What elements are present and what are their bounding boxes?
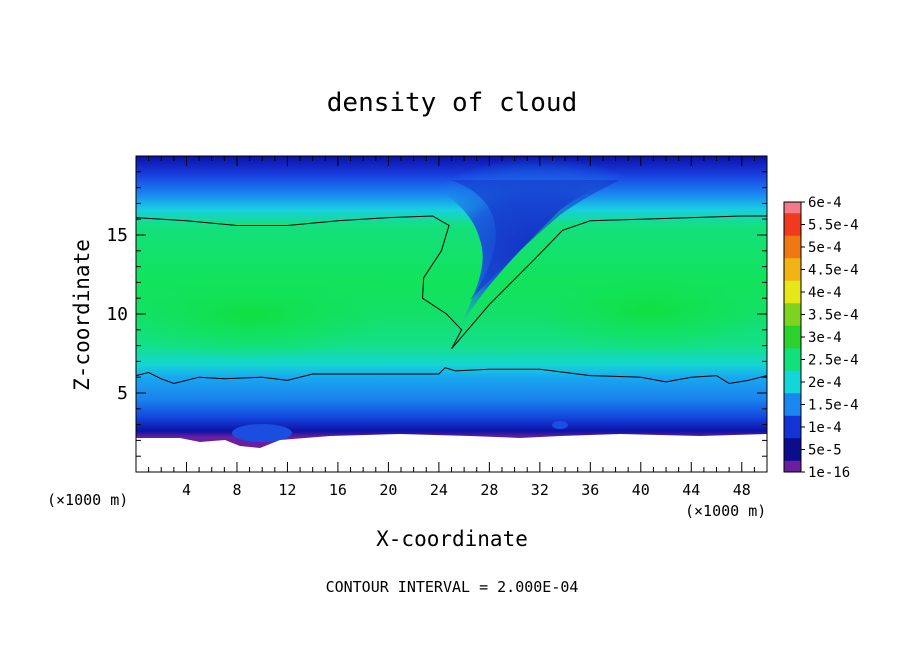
x-tick-label: 28 — [480, 481, 498, 499]
cloud-free-region — [136, 434, 767, 472]
contour-interval-note: CONTOUR INTERVAL = 2.000E-04 — [325, 578, 579, 596]
contour-line-lower — [136, 367, 767, 385]
colorbar-swatch-upper — [784, 359, 801, 371]
y-tick-label: 15 — [106, 225, 128, 246]
x-axis: 4 8 12 16 20 24 28 32 36 40 44 48 — [148, 156, 755, 499]
colorbar-swatch-upper — [784, 427, 801, 439]
x-tick-label: 8 — [232, 481, 241, 499]
x-tick-label: 12 — [278, 481, 296, 499]
colorbar-swatch-lower — [784, 393, 801, 405]
colorbar-swatch-upper — [784, 202, 801, 214]
colorbar: 1e-16 5e-5 1e-4 1.5e-4 2e-4 2.5e-4 3e-4 3.5e-4 4… — [783, 195, 859, 481]
colorbar-swatch-lower — [784, 348, 801, 360]
green-core-left — [136, 270, 390, 360]
contour-line — [136, 215, 767, 350]
colorbar-label: 3.5e-4 — [808, 308, 859, 324]
colorbar-label: 6e-4 — [808, 195, 842, 211]
x-tick-label: 32 — [531, 481, 549, 499]
x-tick-label: 16 — [329, 481, 347, 499]
colorbar-swatch-lower — [784, 370, 801, 382]
x-tick-label: 40 — [632, 481, 650, 499]
x-tick-label: 48 — [733, 481, 751, 499]
x-tick-label: 24 — [430, 481, 448, 499]
y-tick-label: 10 — [106, 304, 128, 325]
colorbar-swatch-upper — [784, 449, 801, 461]
colorbar-label: 1e-4 — [808, 420, 842, 436]
x-tick-label: 36 — [581, 481, 599, 499]
colorbar-swatch-lower — [784, 258, 801, 270]
colorbar-swatch-lower — [784, 415, 801, 427]
colorbar-swatch-upper — [784, 292, 801, 304]
colorbar-label: 4e-4 — [808, 285, 842, 301]
colorbar-label: 2.5e-4 — [808, 353, 859, 369]
x-unit-label-right: (×1000 m) — [685, 502, 767, 520]
colorbar-swatch-upper — [784, 224, 801, 236]
colorbar-swatch-lower — [784, 438, 801, 450]
colorbar-label: 5.5e-4 — [808, 218, 859, 234]
colorbar-swatch-upper — [784, 247, 801, 259]
x-unit-label-left: (×1000 m) — [47, 491, 129, 509]
colorbar-swatch-lower — [784, 280, 801, 292]
colorbar-swatch-upper — [784, 404, 801, 416]
x-tick-label: 44 — [682, 481, 700, 499]
y-axis: 5 10 15 — [106, 171, 767, 457]
colorbar-label: 2e-4 — [808, 375, 842, 391]
y-tick-label: 5 — [117, 383, 128, 404]
colorbar-label: 5e-4 — [808, 240, 842, 256]
colorbar-label: 1e-16 — [808, 465, 850, 481]
dry-plume — [400, 156, 680, 340]
colorbar-swatch-lower — [784, 460, 801, 472]
low-cloud-blob-small — [552, 421, 568, 429]
colorbar-swatch-lower — [784, 325, 801, 337]
colorbar-swatch-upper — [784, 269, 801, 281]
colorbar-label: 1.5e-4 — [808, 398, 859, 414]
green-core-right — [530, 265, 767, 355]
low-cloud-blob — [232, 424, 292, 442]
colorbar-label: 4.5e-4 — [808, 263, 859, 279]
colorbar-swatch-lower — [784, 235, 801, 247]
colorbar-label: 3e-4 — [808, 330, 842, 346]
x-tick-label: 4 — [182, 481, 191, 499]
colorbar-swatch-upper — [784, 337, 801, 349]
y-axis-label: Z-coordinate — [70, 239, 94, 391]
colorbar-swatch-upper — [784, 382, 801, 394]
x-axis-label: X-coordinate — [376, 527, 528, 551]
chart-title: density of cloud — [326, 88, 578, 118]
colorbar-label: 5e-5 — [808, 443, 842, 459]
dry-plume-core — [450, 180, 620, 300]
x-tick-label: 20 — [379, 481, 397, 499]
colorbar-swatch-upper — [784, 314, 801, 326]
colorbar-swatch-lower — [784, 213, 801, 225]
colorbar-swatch-lower — [784, 303, 801, 315]
